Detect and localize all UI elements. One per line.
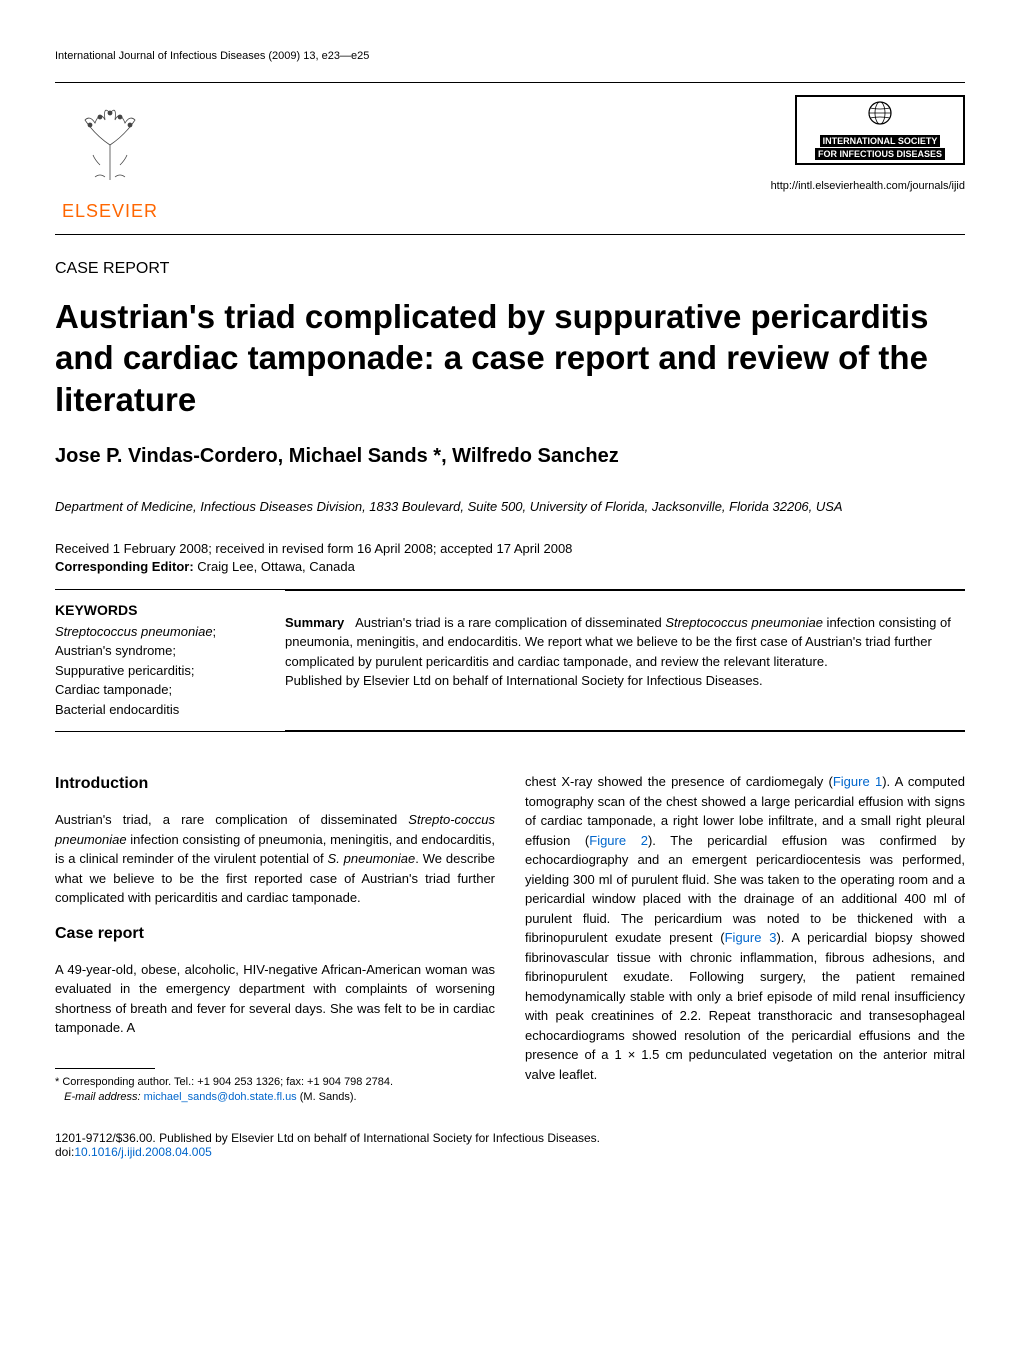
introduction-heading: Introduction: [55, 772, 495, 796]
elsevier-logo: ELSEVIER: [55, 95, 165, 222]
right-column: chest X-ray showed the presence of cardi…: [525, 772, 965, 1105]
footnote-separator: [55, 1068, 155, 1069]
summary-text: Austrian's triad is a rare complication …: [285, 615, 951, 669]
banner-right: INTERNATIONAL SOCIETY FOR INFECTIOUS DIS…: [771, 95, 965, 192]
abstract-box: KEYWORDS Streptococcus pneumoniae;Austri…: [55, 589, 965, 733]
journal-url: http://intl.elsevierhealth.com/journals/…: [771, 180, 965, 192]
corresponding-footnote: * Corresponding author. Tel.: +1 904 253…: [55, 1075, 495, 1106]
doi-link[interactable]: 10.1016/j.ijid.2008.04.005: [74, 1145, 211, 1159]
article-title: Austrian's triad complicated by suppurat…: [55, 296, 965, 420]
globe-icon: [867, 100, 893, 132]
article-type: CASE REPORT: [55, 260, 965, 278]
case-report-heading: Case report: [55, 922, 495, 946]
footnote-corresponding: * Corresponding author. Tel.: +1 904 253…: [55, 1076, 393, 1088]
authors: Jose P. Vindas-Cordero, Michael Sands *,…: [55, 445, 965, 468]
summary-publisher: Published by Elsevier Ltd on behalf of I…: [285, 673, 763, 688]
elsevier-text: ELSEVIER: [62, 201, 158, 222]
top-banner: ELSEVIER INTERNATIONAL SOCIETY FOR INFEC…: [55, 82, 965, 235]
journal-header: International Journal of Infectious Dise…: [55, 50, 965, 62]
society-logo: INTERNATIONAL SOCIETY FOR INFECTIOUS DIS…: [795, 95, 965, 165]
body-columns: Introduction Austrian's triad, a rare co…: [55, 772, 965, 1105]
received-dates: Received 1 February 2008; received in re…: [55, 541, 965, 556]
bottom-publisher: 1201-9712/$36.00. Published by Elsevier …: [55, 1131, 965, 1159]
footnote-email-suffix: (M. Sands).: [297, 1091, 357, 1103]
keywords-column: KEYWORDS Streptococcus pneumoniae;Austri…: [55, 602, 255, 720]
doi-label: doi:: [55, 1145, 74, 1159]
footnote-email-label: E-mail address:: [64, 1091, 140, 1103]
corresponding-editor-name: Craig Lee, Ottawa, Canada: [194, 559, 355, 574]
corresponding-editor-label: Corresponding Editor:: [55, 559, 194, 574]
society-line1: INTERNATIONAL SOCIETY: [820, 135, 941, 147]
summary-column: Summary Austrian's triad is a rare compl…: [285, 590, 965, 732]
introduction-para: Austrian's triad, a rare complication of…: [55, 810, 495, 908]
corresponding-editor: Corresponding Editor: Craig Lee, Ottawa,…: [55, 559, 965, 574]
left-column: Introduction Austrian's triad, a rare co…: [55, 772, 495, 1105]
keywords-heading: KEYWORDS: [55, 602, 255, 618]
case-report-para-2: chest X-ray showed the presence of cardi…: [525, 772, 965, 1084]
footnote-email[interactable]: michael_sands@doh.state.fl.us: [144, 1091, 297, 1103]
case-report-para-1: A 49-year-old, obese, alcoholic, HIV-neg…: [55, 960, 495, 1038]
summary-label: Summary: [285, 615, 344, 630]
keywords-list: Streptococcus pneumoniae;Austrian's synd…: [55, 622, 255, 720]
copyright-line: 1201-9712/$36.00. Published by Elsevier …: [55, 1131, 600, 1145]
elsevier-tree-icon: [65, 95, 155, 196]
affiliation: Department of Medicine, Infectious Disea…: [55, 498, 965, 516]
society-line2: FOR INFECTIOUS DISEASES: [815, 148, 945, 160]
